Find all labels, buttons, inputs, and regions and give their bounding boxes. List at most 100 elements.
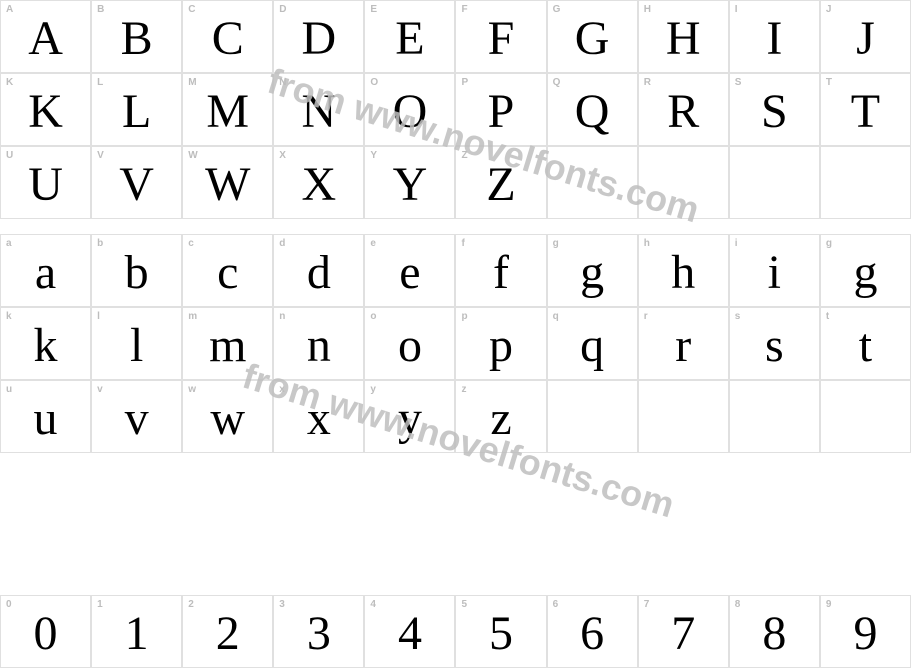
glyph-cell-empty (638, 146, 729, 219)
glyph-cell: JJ (820, 0, 911, 73)
glyph-cell: ee (364, 234, 455, 307)
glyph-cell-key: q (553, 311, 559, 322)
glyph-cell-key: z (461, 384, 466, 395)
glyph-cell-character: U (28, 157, 63, 212)
glyph-cell: VV (91, 146, 182, 219)
glyph-cell-key: H (644, 4, 651, 15)
glyph-cell: PP (455, 73, 546, 146)
glyph-cell-key: X (279, 150, 286, 161)
glyph-cell-key: R (644, 77, 651, 88)
glyph-cell: HH (638, 0, 729, 73)
glyph-cell-key: C (188, 4, 195, 15)
glyph-cell-key: 6 (553, 599, 559, 610)
glyph-cell-key: u (6, 384, 12, 395)
glyph-cell-character: M (206, 84, 249, 139)
glyph-cell-empty (820, 146, 911, 219)
glyph-cell-key: 0 (6, 599, 12, 610)
glyph-cell-key: 7 (644, 599, 650, 610)
glyph-cell-key: d (279, 238, 285, 249)
glyph-cell-character: D (302, 11, 337, 66)
glyph-grid: 00112233445566778899 (0, 595, 911, 668)
glyph-cell-character: V (119, 157, 154, 212)
glyph-cell-character: F (488, 11, 515, 66)
glyph-cell-key: Z (461, 150, 467, 161)
glyph-cell-key: V (97, 150, 104, 161)
glyph-cell-key: K (6, 77, 13, 88)
glyph-cell-character: G (575, 11, 610, 66)
glyph-cell-character: 9 (853, 606, 877, 661)
glyph-cell-key: 2 (188, 599, 194, 610)
glyph-cell-key: Q (553, 77, 561, 88)
glyph-cell: WW (182, 146, 273, 219)
glyph-cell: QQ (547, 73, 638, 146)
glyph-cell-key: c (188, 238, 194, 249)
glyph-cell: zz (455, 380, 546, 453)
glyph-cell: GG (547, 0, 638, 73)
glyph-cell-character: o (398, 318, 422, 373)
glyph-cell-character: C (212, 11, 244, 66)
glyph-cell: pp (455, 307, 546, 380)
glyph-cell: 55 (455, 595, 546, 668)
glyph-cell-key: A (6, 4, 13, 15)
glyph-cell: 11 (91, 595, 182, 668)
glyph-cell: SS (729, 73, 820, 146)
glyph-cell-empty (547, 380, 638, 453)
glyph-cell: 33 (273, 595, 364, 668)
glyph-cell-character: t (859, 318, 872, 373)
glyph-cell: gg (547, 234, 638, 307)
glyph-cell-character: P (488, 84, 515, 139)
glyph-cell: CC (182, 0, 273, 73)
glyph-cell-key: L (97, 77, 103, 88)
glyph-cell-key: h (644, 238, 650, 249)
glyph-cell-key: U (6, 150, 13, 161)
glyph-cell-key: O (370, 77, 378, 88)
glyph-cell-character: g (580, 245, 604, 300)
glyph-cell-key: l (97, 311, 100, 322)
glyph-cell-key: B (97, 4, 104, 15)
glyph-cell-character: 6 (580, 606, 604, 661)
glyph-cell-character: x (307, 391, 331, 446)
glyph-cell-character: y (398, 391, 422, 446)
glyph-cell-empty (638, 380, 729, 453)
glyph-cell-key: W (188, 150, 197, 161)
glyph-cell-character: 7 (671, 606, 695, 661)
glyph-cell-character: h (671, 245, 695, 300)
glyph-cell: hh (638, 234, 729, 307)
glyph-cell-character: O (393, 84, 428, 139)
glyph-cell: II (729, 0, 820, 73)
glyph-cell-character: r (675, 318, 691, 373)
glyph-cell-character: K (28, 84, 63, 139)
glyph-cell-character: 1 (125, 606, 149, 661)
glyph-grid: aabbccddeeffgghhiiggkkllmmnnooppqqrrsstt… (0, 234, 911, 453)
glyph-cell-empty (820, 380, 911, 453)
glyph-cell: 77 (638, 595, 729, 668)
glyph-cell: 00 (0, 595, 91, 668)
glyph-cell-key: P (461, 77, 468, 88)
glyph-cell: 88 (729, 595, 820, 668)
glyph-cell: 22 (182, 595, 273, 668)
glyph-cell: TT (820, 73, 911, 146)
glyph-cell-character: m (209, 318, 246, 373)
glyph-cell-key: e (370, 238, 376, 249)
glyph-cell: ww (182, 380, 273, 453)
glyph-cell: AA (0, 0, 91, 73)
glyph-cell-character: 8 (762, 606, 786, 661)
glyph-cell: dd (273, 234, 364, 307)
glyph-cell-character: J (856, 11, 875, 66)
glyph-cell-key: g (826, 238, 832, 249)
glyph-cell-character: g (853, 245, 877, 300)
glyph-cell-character: 2 (216, 606, 240, 661)
glyph-cell: LL (91, 73, 182, 146)
glyph-cell-character: s (765, 318, 784, 373)
glyph-section-lowercase: aabbccddeeffgghhiiggkkllmmnnooppqqrrsstt… (0, 234, 911, 453)
glyph-cell-character: e (399, 245, 420, 300)
glyph-cell-key: 5 (461, 599, 467, 610)
glyph-cell-character: f (493, 245, 509, 300)
glyph-cell-empty (729, 380, 820, 453)
glyph-cell: gg (820, 234, 911, 307)
glyph-cell-key: 4 (370, 599, 376, 610)
glyph-cell-empty (547, 146, 638, 219)
glyph-cell-character: N (302, 84, 337, 139)
glyph-cell-character: n (307, 318, 331, 373)
glyph-cell-key: 3 (279, 599, 285, 610)
